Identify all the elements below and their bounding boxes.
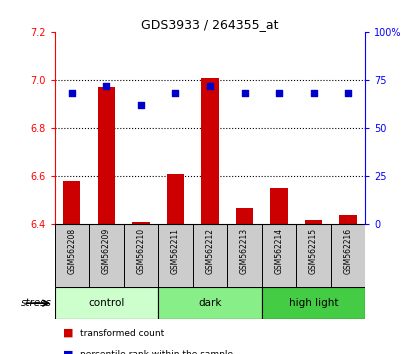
Text: GSM562216: GSM562216: [344, 228, 353, 274]
Bar: [305, 219, 322, 224]
Bar: [158, 287, 262, 319]
Text: GSM562208: GSM562208: [67, 228, 76, 274]
Bar: [236, 207, 253, 224]
Text: GSM562214: GSM562214: [275, 228, 284, 274]
Point: [68, 91, 75, 96]
Bar: [55, 287, 158, 319]
Text: GSM562211: GSM562211: [171, 228, 180, 274]
Text: control: control: [88, 298, 125, 308]
Point: [345, 91, 352, 96]
Text: percentile rank within the sample: percentile rank within the sample: [80, 350, 233, 354]
Text: GSM562209: GSM562209: [102, 228, 111, 274]
Bar: [63, 181, 81, 224]
Bar: [262, 287, 365, 319]
Bar: [167, 174, 184, 224]
Text: ■: ■: [63, 349, 74, 354]
Point: [241, 91, 248, 96]
Bar: [201, 78, 219, 224]
Text: GSM562213: GSM562213: [240, 228, 249, 274]
Bar: [270, 188, 288, 224]
Point: [103, 83, 110, 88]
Text: dark: dark: [198, 298, 222, 308]
Point: [172, 91, 179, 96]
Text: GSM562212: GSM562212: [205, 228, 215, 274]
Title: GDS3933 / 264355_at: GDS3933 / 264355_at: [141, 18, 279, 31]
Text: ■: ■: [63, 328, 74, 338]
Point: [310, 91, 317, 96]
Text: high light: high light: [289, 298, 339, 308]
Bar: [98, 87, 115, 224]
Text: stress: stress: [21, 298, 52, 308]
Text: transformed count: transformed count: [80, 329, 164, 338]
Text: GSM562210: GSM562210: [136, 228, 145, 274]
Bar: [132, 222, 150, 224]
Text: GSM562215: GSM562215: [309, 228, 318, 274]
Bar: [339, 215, 357, 224]
Point: [138, 102, 144, 108]
Point: [207, 83, 213, 88]
Point: [276, 91, 282, 96]
